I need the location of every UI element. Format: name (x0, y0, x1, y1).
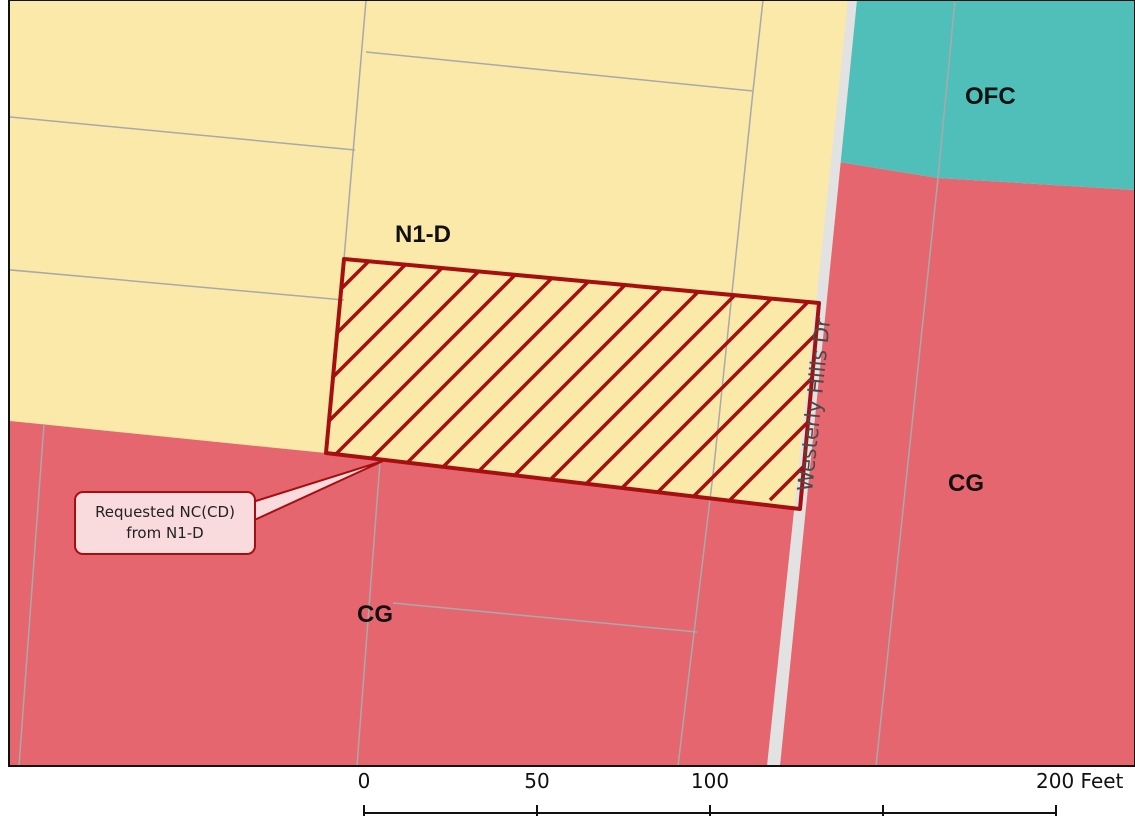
zone-label-ofc: OFC (965, 83, 1016, 110)
zone-cg-right-area (776, 162, 1135, 766)
callout-line1: Requested NC(CD) (95, 503, 235, 521)
requested-area-outline (324, 257, 821, 511)
callout-box (74, 491, 256, 555)
scale-tick-label-0: 0 (358, 769, 371, 793)
parcel-lines (9, 0, 956, 766)
zone-label-n1d: N1-D (395, 221, 451, 248)
zone-label-cg-lower: CG (357, 601, 393, 628)
callout-line2: from N1-D (126, 524, 203, 542)
scale-tick-label-50: 50 (524, 769, 549, 793)
scale-tick-label-100: 100 (691, 769, 729, 793)
zone-ofc-area (839, 0, 1135, 190)
zone-label-cg-right: CG (948, 470, 984, 497)
scale-tick-label-200: 200 Feet (1036, 769, 1124, 793)
map-frame (8, 0, 1135, 767)
scale-bar: 0 50 100 200 Feet (358, 769, 1124, 816)
